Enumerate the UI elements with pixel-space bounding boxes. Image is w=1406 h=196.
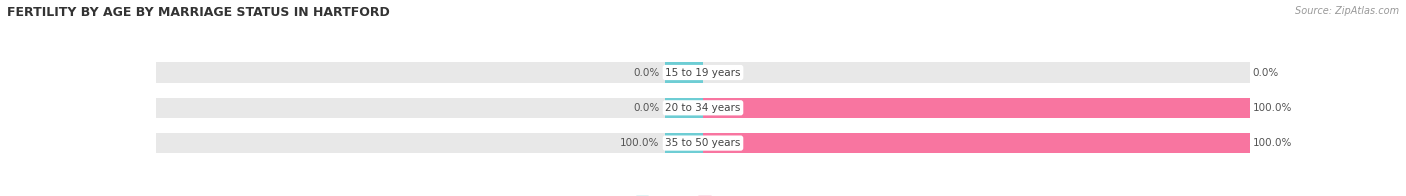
Text: 0.0%: 0.0% — [1253, 67, 1279, 78]
Text: 100.0%: 100.0% — [1253, 138, 1292, 148]
Text: 35 to 50 years: 35 to 50 years — [665, 138, 741, 148]
Text: 0.0%: 0.0% — [633, 67, 659, 78]
Bar — [156, 98, 1250, 118]
Bar — [665, 62, 703, 83]
Text: 100.0%: 100.0% — [1253, 103, 1292, 113]
Text: 20 to 34 years: 20 to 34 years — [665, 103, 741, 113]
Bar — [665, 98, 703, 118]
Bar — [665, 133, 703, 153]
Text: 0.0%: 0.0% — [633, 103, 659, 113]
Text: 15 to 19 years: 15 to 19 years — [665, 67, 741, 78]
Text: Source: ZipAtlas.com: Source: ZipAtlas.com — [1295, 6, 1399, 16]
Text: FERTILITY BY AGE BY MARRIAGE STATUS IN HARTFORD: FERTILITY BY AGE BY MARRIAGE STATUS IN H… — [7, 6, 389, 19]
Bar — [703, 133, 1250, 153]
Bar — [703, 98, 1250, 118]
Bar — [156, 62, 1250, 83]
Legend: Married, Unmarried: Married, Unmarried — [631, 192, 775, 196]
Text: 100.0%: 100.0% — [620, 138, 659, 148]
Bar — [156, 133, 1250, 153]
